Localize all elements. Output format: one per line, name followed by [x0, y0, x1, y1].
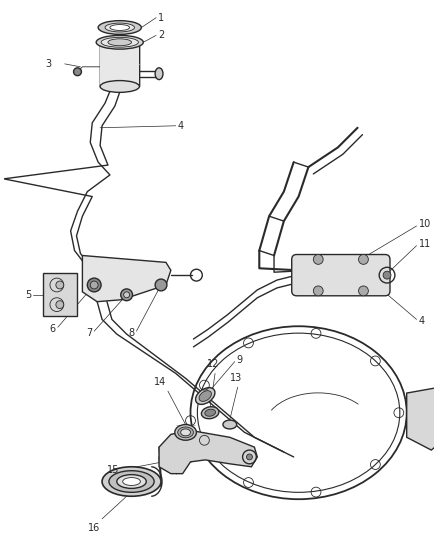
Circle shape: [247, 454, 252, 460]
Ellipse shape: [100, 80, 139, 92]
Polygon shape: [159, 431, 257, 474]
Circle shape: [124, 292, 130, 298]
Text: 10: 10: [418, 219, 431, 229]
FancyBboxPatch shape: [292, 255, 390, 296]
Circle shape: [359, 255, 368, 264]
Polygon shape: [407, 388, 438, 450]
Text: 4: 4: [418, 317, 424, 326]
Circle shape: [87, 278, 101, 292]
Text: 12: 12: [207, 359, 219, 369]
Circle shape: [313, 286, 323, 296]
Text: 3: 3: [45, 59, 51, 69]
Ellipse shape: [181, 429, 191, 436]
Text: 7: 7: [86, 328, 92, 338]
Ellipse shape: [155, 68, 163, 79]
Ellipse shape: [110, 25, 130, 30]
Text: 14: 14: [154, 377, 166, 387]
Circle shape: [90, 281, 98, 289]
Ellipse shape: [123, 478, 141, 486]
Circle shape: [155, 279, 167, 291]
Polygon shape: [43, 273, 77, 317]
Ellipse shape: [195, 387, 215, 405]
Ellipse shape: [117, 474, 146, 488]
Text: 8: 8: [128, 328, 134, 338]
Text: 16: 16: [88, 523, 100, 533]
Text: 13: 13: [230, 373, 242, 383]
Ellipse shape: [105, 23, 134, 32]
Circle shape: [74, 68, 81, 76]
Circle shape: [121, 289, 133, 301]
Polygon shape: [82, 255, 171, 302]
Ellipse shape: [56, 281, 64, 289]
Ellipse shape: [223, 420, 237, 429]
Text: 15: 15: [107, 465, 120, 475]
Text: 5: 5: [25, 290, 31, 300]
Ellipse shape: [199, 391, 212, 401]
Ellipse shape: [108, 39, 131, 46]
Text: 9: 9: [237, 354, 243, 365]
Ellipse shape: [205, 409, 215, 416]
Ellipse shape: [101, 37, 138, 47]
Text: 1: 1: [158, 13, 164, 23]
Ellipse shape: [109, 471, 154, 492]
Ellipse shape: [96, 35, 143, 49]
Ellipse shape: [178, 427, 194, 438]
Text: 2: 2: [158, 30, 164, 41]
Ellipse shape: [102, 467, 161, 496]
Circle shape: [313, 255, 323, 264]
Text: 6: 6: [50, 324, 56, 334]
Ellipse shape: [56, 301, 64, 309]
Text: 11: 11: [418, 239, 431, 249]
Ellipse shape: [201, 407, 219, 419]
Ellipse shape: [175, 424, 196, 440]
Circle shape: [359, 286, 368, 296]
Text: 4: 4: [178, 121, 184, 131]
Ellipse shape: [98, 21, 141, 35]
Circle shape: [383, 271, 391, 279]
FancyBboxPatch shape: [100, 42, 139, 86]
